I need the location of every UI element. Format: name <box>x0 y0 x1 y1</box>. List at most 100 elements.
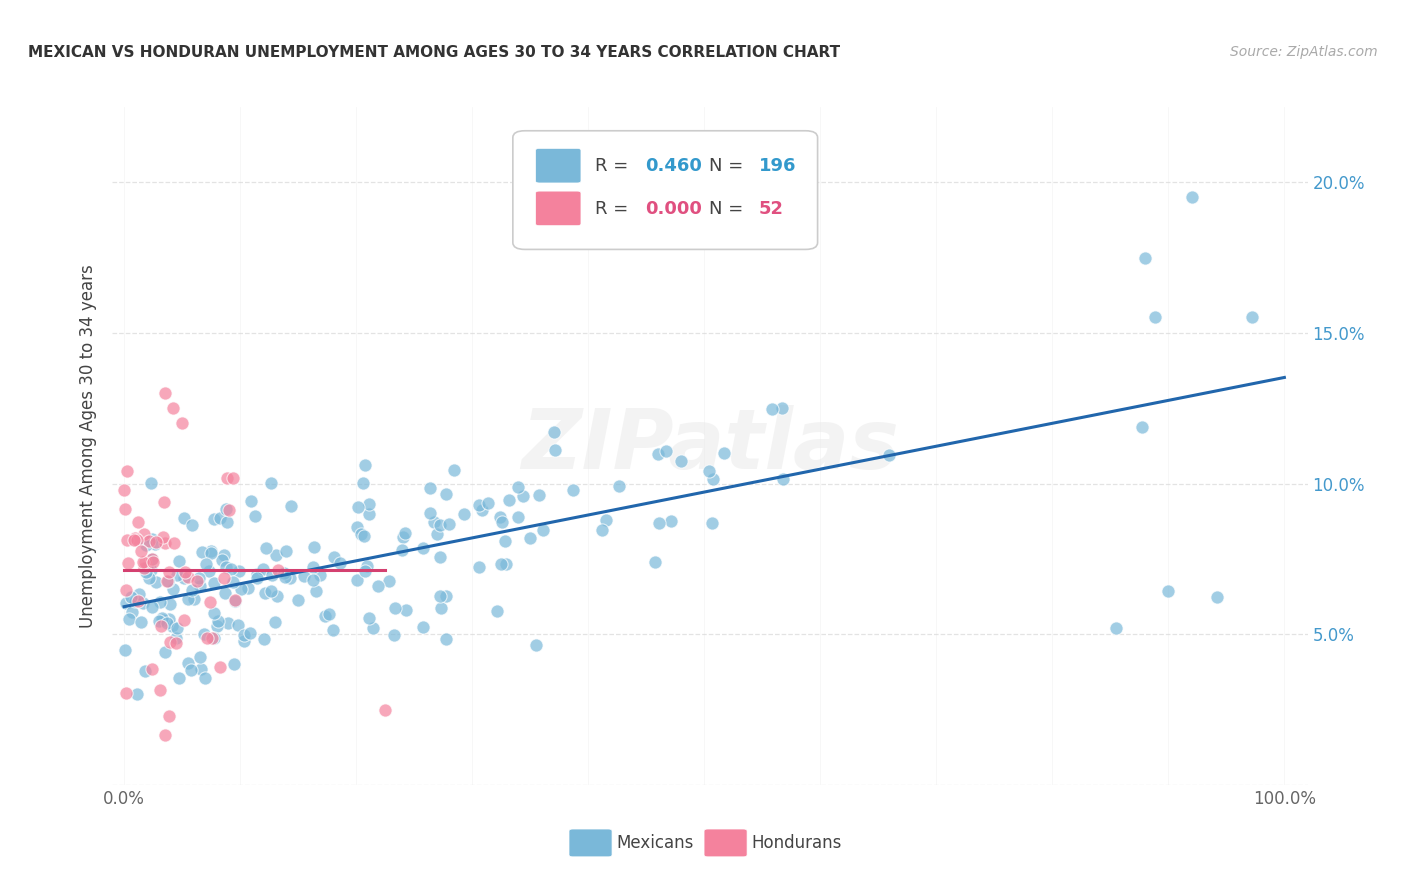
Point <box>252 562 274 576</box>
Point <box>176 570 198 584</box>
Point <box>1105 621 1128 635</box>
Point <box>212 548 235 562</box>
Point <box>159 597 181 611</box>
Point <box>443 463 465 477</box>
Point <box>217 615 239 630</box>
Point <box>309 567 332 582</box>
Point <box>647 447 669 461</box>
Point <box>494 533 516 548</box>
Point <box>211 553 233 567</box>
Text: MEXICAN VS HONDURAN UNEMPLOYMENT AMONG AGES 30 TO 34 YEARS CORRELATION CHART: MEXICAN VS HONDURAN UNEMPLOYMENT AMONG A… <box>28 45 841 60</box>
Point <box>274 543 297 558</box>
Point <box>127 594 149 608</box>
Point <box>115 597 138 611</box>
Point <box>527 488 550 502</box>
Point <box>697 464 720 478</box>
Point <box>292 569 315 583</box>
Point <box>157 611 180 625</box>
Point <box>202 512 225 526</box>
Point <box>141 662 163 676</box>
Point <box>173 511 195 525</box>
Point <box>156 616 179 631</box>
Point <box>391 543 413 558</box>
Point <box>374 703 396 717</box>
Point <box>264 615 287 629</box>
Point <box>346 574 368 588</box>
Point <box>142 555 165 569</box>
Point <box>177 656 200 670</box>
Point <box>138 534 160 549</box>
Point <box>128 587 150 601</box>
FancyBboxPatch shape <box>513 131 818 250</box>
Point <box>190 662 212 676</box>
Point <box>394 526 416 541</box>
Point <box>434 589 457 603</box>
Point <box>135 538 157 552</box>
Point <box>232 628 254 642</box>
Point <box>354 458 377 472</box>
Point <box>121 605 143 619</box>
Point <box>134 527 156 541</box>
Point <box>260 568 283 582</box>
Point <box>434 632 457 647</box>
Point <box>214 586 236 600</box>
Point <box>195 631 218 645</box>
Point <box>278 571 301 585</box>
Point <box>654 444 676 458</box>
Point <box>1143 310 1166 325</box>
Point <box>607 479 630 493</box>
Point <box>195 557 218 571</box>
Point <box>202 631 225 645</box>
Point <box>157 565 180 579</box>
Point <box>166 621 188 635</box>
Point <box>120 591 142 605</box>
Point <box>181 582 204 597</box>
Point <box>302 573 325 587</box>
Point <box>112 483 135 498</box>
Point <box>124 594 146 608</box>
Point <box>200 544 222 558</box>
Point <box>218 503 240 517</box>
Point <box>495 558 517 572</box>
Point <box>671 454 693 468</box>
Point <box>239 626 262 640</box>
Point <box>149 595 172 609</box>
Point <box>127 515 149 529</box>
Point <box>207 614 229 628</box>
Point <box>177 591 200 606</box>
FancyBboxPatch shape <box>536 191 581 226</box>
Point <box>254 586 277 600</box>
FancyBboxPatch shape <box>536 148 581 183</box>
Point <box>426 527 449 541</box>
Point <box>131 555 153 569</box>
Point <box>506 509 529 524</box>
Point <box>202 576 225 591</box>
Point <box>153 644 176 658</box>
Text: N =: N = <box>709 200 749 218</box>
Point <box>156 574 179 588</box>
Point <box>222 470 245 484</box>
Point <box>485 604 508 618</box>
Point <box>352 475 374 490</box>
Point <box>367 579 389 593</box>
Point <box>491 515 513 529</box>
Point <box>489 558 512 572</box>
Point <box>125 687 148 701</box>
Point <box>138 571 160 585</box>
Point <box>506 480 529 494</box>
Point <box>215 471 238 485</box>
Point <box>228 564 250 578</box>
Point <box>148 615 170 629</box>
Point <box>129 615 152 629</box>
Point <box>228 618 250 632</box>
Point <box>357 507 380 521</box>
Point <box>183 591 205 606</box>
Point <box>157 709 180 723</box>
Point <box>498 492 520 507</box>
Point <box>145 534 167 549</box>
Point <box>162 582 184 596</box>
Point <box>267 562 290 576</box>
Y-axis label: Unemployment Among Ages 30 to 34 years: Unemployment Among Ages 30 to 34 years <box>79 264 97 628</box>
Point <box>512 489 534 503</box>
Point <box>468 498 491 512</box>
